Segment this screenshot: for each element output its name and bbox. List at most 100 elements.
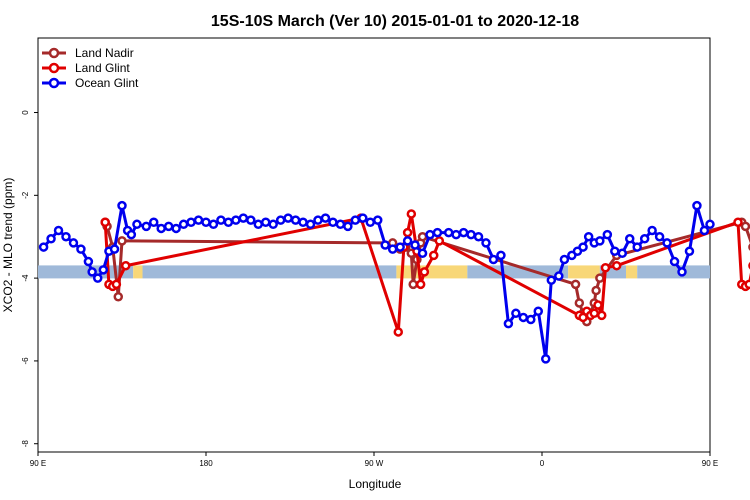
data-point <box>402 236 413 246</box>
data-point <box>380 240 390 250</box>
data-point <box>733 217 743 227</box>
series-ocean-glint <box>38 200 715 364</box>
surface-type-band <box>38 265 710 279</box>
data-point <box>283 213 293 223</box>
data-point <box>171 223 181 234</box>
data-point <box>328 217 338 227</box>
data-point <box>624 234 635 244</box>
data-point <box>425 229 435 240</box>
data-point <box>488 254 499 265</box>
data-point <box>419 267 430 277</box>
data-point <box>611 260 622 271</box>
data-point <box>740 221 750 232</box>
data-point <box>410 240 420 250</box>
band-segment-land <box>568 265 600 279</box>
data-point <box>417 248 428 259</box>
data-point <box>335 219 346 230</box>
data-point <box>415 279 426 290</box>
data-point <box>428 250 439 261</box>
data-point <box>596 310 607 321</box>
data-point <box>38 242 49 252</box>
data-point <box>76 244 86 254</box>
data-point <box>117 200 127 211</box>
data-point <box>662 238 672 248</box>
data-point <box>574 298 585 308</box>
data-point <box>647 225 657 236</box>
data-point <box>466 229 476 240</box>
data-point <box>473 231 484 242</box>
data-point <box>126 229 137 240</box>
data-point <box>387 244 398 254</box>
legend-label: Land Glint <box>75 61 130 75</box>
data-point <box>458 227 469 238</box>
data-point <box>559 254 570 265</box>
x-tick-label: 90 E <box>702 459 718 468</box>
legend-item: Land Glint <box>42 61 130 75</box>
data-point <box>595 273 605 283</box>
data-point <box>699 225 710 236</box>
data-point <box>156 223 166 234</box>
chart-title: 15S-10S March (Ver 10) 2015-01-01 to 202… <box>211 13 579 30</box>
series-line <box>103 212 750 334</box>
data-point <box>617 248 628 259</box>
data-point <box>320 213 331 223</box>
data-point <box>208 219 219 230</box>
data-point <box>260 217 271 227</box>
data-point <box>408 279 418 290</box>
series-layer <box>38 200 750 364</box>
data-point <box>253 219 264 230</box>
data-point <box>238 213 249 223</box>
data-point <box>186 217 196 227</box>
data-point <box>654 231 665 242</box>
data-point <box>632 242 642 252</box>
y-tick-label: -4 <box>21 274 30 282</box>
data-point <box>554 271 564 281</box>
data-point <box>372 215 383 225</box>
data-point <box>305 219 316 230</box>
data-point <box>223 217 234 227</box>
band-segment-ocean <box>637 265 710 279</box>
data-point <box>610 246 620 256</box>
y-axis-label: XCO2 - MLO trend (ppm) <box>1 178 15 313</box>
data-point <box>216 215 226 225</box>
data-point <box>358 213 368 223</box>
data-point <box>163 221 174 232</box>
legend-swatch-marker <box>48 62 60 74</box>
data-point <box>111 279 122 290</box>
data-point <box>61 231 71 242</box>
y-tick-label: -2 <box>21 191 30 199</box>
y-tick-label: -6 <box>21 357 30 365</box>
legend-swatch-marker <box>48 47 60 59</box>
data-point <box>533 306 544 316</box>
x-axis-label: Longitude <box>349 477 402 491</box>
data-point <box>481 238 491 248</box>
data-point <box>526 314 536 325</box>
data-point <box>46 234 56 244</box>
data-point <box>178 219 189 230</box>
data-point <box>669 256 680 267</box>
data-point <box>602 229 613 240</box>
data-point <box>591 285 601 296</box>
data-point <box>570 279 581 290</box>
data-point <box>365 217 376 227</box>
data-point <box>677 267 687 277</box>
data-point <box>53 225 64 236</box>
data-point <box>705 219 715 230</box>
data-point <box>578 242 588 252</box>
data-point <box>593 300 603 310</box>
data-point <box>290 215 301 225</box>
data-point <box>92 273 103 283</box>
data-point <box>417 231 428 242</box>
data-point <box>109 244 120 254</box>
data-point <box>120 260 131 271</box>
band-segment-ocean <box>142 265 397 279</box>
data-point <box>83 256 94 267</box>
data-point <box>395 242 405 252</box>
data-point <box>443 227 454 238</box>
data-point <box>141 221 152 232</box>
data-point <box>511 308 521 319</box>
data-point <box>496 250 506 261</box>
legend-item: Land Nadir <box>42 46 134 60</box>
